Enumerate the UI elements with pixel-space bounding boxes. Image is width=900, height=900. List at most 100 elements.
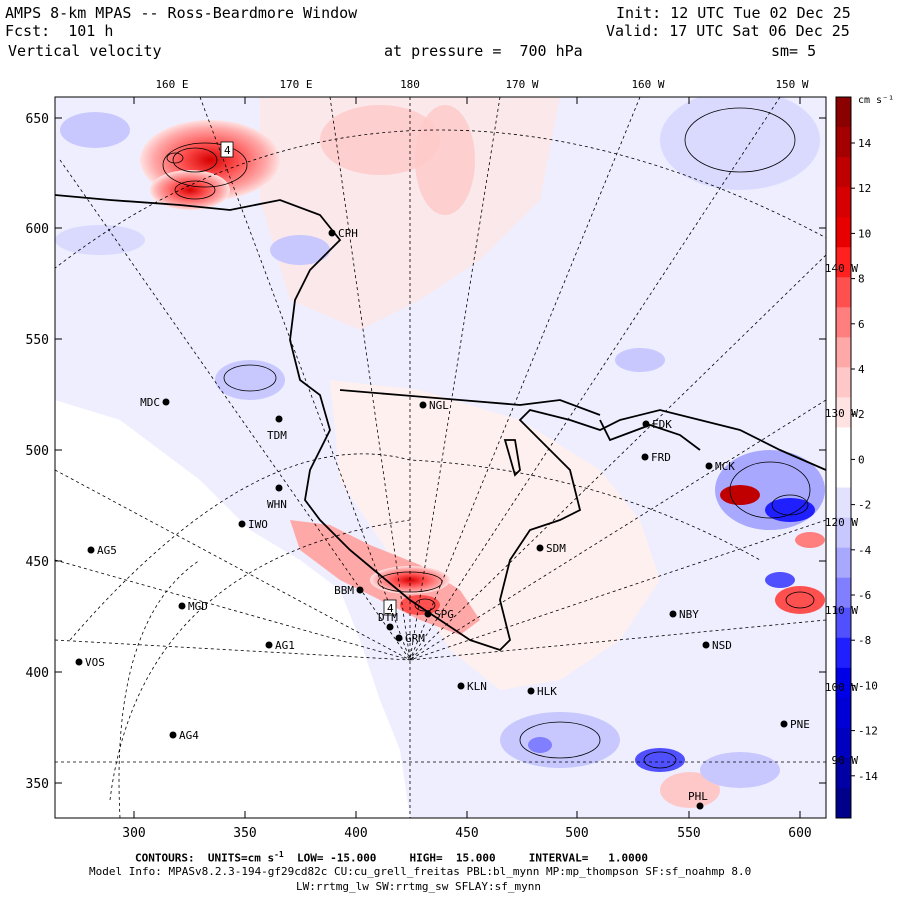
station-label: WHN [267,498,287,511]
bottom-axis-label: 450 [455,826,478,841]
station-label: FRD [651,451,671,464]
station-marker [275,415,283,423]
colorbar-bin [836,367,851,398]
station-label: AG4 [179,729,199,742]
station-label: SPG [434,608,454,621]
station-marker [238,520,246,528]
colorbar-tick-label: -2 [858,499,871,512]
station-label: AG1 [275,639,295,652]
right-longitude-label: 140 W [825,262,858,275]
bottom-axis-label: 300 [122,826,145,841]
station-marker [169,731,177,739]
station-label: MCK [715,460,735,473]
colorbar-tick-label: -14 [858,770,878,783]
station-marker [457,682,465,690]
station-marker [705,462,713,470]
station-marker [265,641,273,649]
station-label: NSD [712,639,732,652]
colorbar-tick-label: 14 [858,137,872,150]
station-label: VOS [85,656,105,669]
colorbar-bin [836,97,851,128]
station-marker [669,610,677,618]
colorbar-bin [836,337,851,368]
colorbar-bin [836,247,851,278]
station-marker [642,420,650,428]
contour-info: CONTOURS: UNITS=cm s-1 LOW= -15.000 HIGH… [135,850,648,865]
top-longitude-label: 170 E [279,78,312,91]
top-longitude-label: 150 W [775,78,808,91]
colorbar-tick-label: 8 [858,273,865,286]
colorbar-bin [836,577,851,609]
init-time: Init: 12 UTC Tue 02 Dec 25 [616,4,851,22]
contour-label: 4 [224,144,231,157]
colorbar-bin [836,757,851,789]
top-longitude-label: 160 E [155,78,188,91]
left-axis-label: 350 [26,777,49,792]
left-axis-label: 550 [26,333,49,348]
station-label: GRM [405,632,425,645]
contour-label: 4 [387,602,394,615]
right-longitude-label: 110 W [825,604,858,617]
colorbar-bin [836,607,851,639]
pressure-level: at pressure = 700 hPa [384,42,583,60]
station-marker [424,610,432,618]
colorbar-bin [836,277,851,308]
colorbar-bin [836,697,851,729]
colorbar-bin [836,187,851,218]
station-label: MGD [188,600,208,613]
field-name: Vertical velocity [8,42,162,60]
colorbar-bin [836,787,851,819]
colorbar-bin [836,217,851,248]
top-longitude-label: 180 [400,78,420,91]
coastline [55,194,826,652]
station-label: DTM [378,611,398,624]
colorbar-tick-label: -12 [858,725,878,738]
map-title: AMPS 8-km MPAS -- Ross-Beardmore Window [5,4,358,22]
station-marker [162,398,170,406]
bottom-axis-label: 350 [233,826,256,841]
station-label: FDK [652,418,672,431]
station-label: MDC [140,396,160,409]
left-axis-label: 650 [26,112,49,127]
colorbar-tick-label: 6 [858,318,865,331]
smoothing: sm= 5 [771,42,817,60]
colorbar-bin [836,667,851,699]
left-axis-label: 600 [26,222,49,237]
colorbar-bin [836,727,851,759]
top-longitude-label: 160 W [631,78,664,91]
station-marker [780,720,788,728]
colorbar-bin [836,157,851,188]
colorbar-bin [836,457,851,489]
right-longitude-label: 130 W [825,407,858,420]
station-label: HLK [537,685,557,698]
colorbar-tick-label: -8 [858,634,871,647]
station-label: TDM [267,429,287,442]
station-label: BBM [334,584,354,597]
model-info-physics: LW:rrtmg_lw SW:rrtmg_sw SFLAY:sf_mynn [296,880,542,893]
bottom-axis-label: 500 [565,826,588,841]
station-marker [702,641,710,649]
colorbar-bin [836,397,851,428]
station-marker [356,586,364,594]
colorbar-tick-label: 0 [858,453,865,466]
bottom-axis-label: 600 [788,826,811,841]
model-info: Model Info: MPASv8.2.3-194-gf29cd82c CU:… [89,865,752,878]
station-label: KLN [467,680,487,693]
station-marker [395,634,403,642]
station-marker [419,401,427,409]
station-label: PHL [688,790,708,803]
station-label: IWO [248,518,268,531]
station-marker [386,623,394,631]
colorbar-tick-label: -10 [858,679,878,692]
left-axis-label: 450 [26,555,49,570]
left-axis-label: 500 [26,444,49,459]
station-marker [536,544,544,552]
valid-time: Valid: 17 UTC Sat 06 Dec 25 [606,22,850,40]
colorbar [836,97,851,819]
right-longitude-label: 120 W [825,516,858,529]
colorbar-bin [836,127,851,158]
station-label: NBY [679,608,699,621]
station-label: NGL [429,399,449,412]
right-longitude-label: 100 W [825,681,858,694]
station-marker [75,658,83,666]
